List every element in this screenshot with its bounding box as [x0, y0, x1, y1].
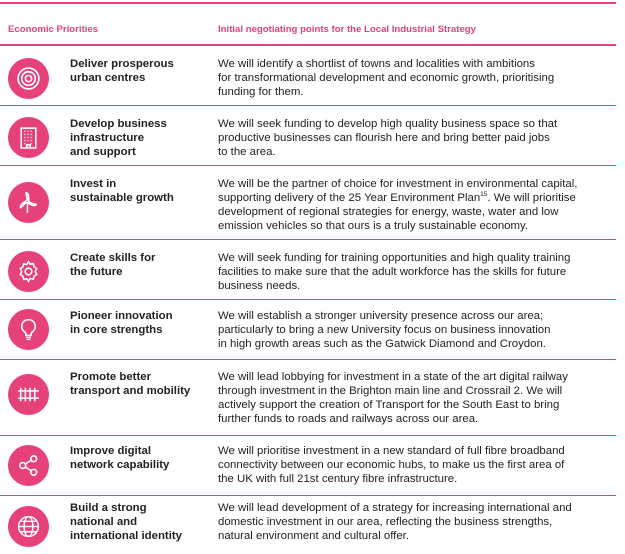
row-divider — [0, 299, 616, 300]
globe-icon — [8, 506, 49, 547]
negotiating-point-line: We will lead lobbying for investment in … — [218, 371, 568, 383]
wind-turbine-icon — [8, 182, 49, 223]
line-text: supporting delivery of the 25 Year Envir… — [218, 192, 481, 204]
negotiating-point-line: We will seek funding for training opport… — [218, 252, 571, 264]
negotiating-point: We will lead lobbying for investment in … — [218, 370, 613, 426]
priority-title-line: Improve digital — [70, 445, 152, 457]
priority-title-line: Create skills for — [70, 252, 156, 264]
priority-title-line: Build a strong — [70, 502, 147, 514]
priority-title-line: international identity — [70, 530, 183, 542]
negotiating-point-line: productive businesses can flourish here … — [218, 132, 550, 144]
row-divider — [0, 239, 616, 240]
priority-title-line: transport and mobility — [70, 385, 191, 397]
negotiating-point-line: to the area. — [218, 146, 276, 158]
negotiating-point-line: particularly to bring a new University f… — [218, 324, 551, 336]
priority-title: Build a strong national and international … — [70, 501, 210, 543]
negotiating-point: We will seek funding to develop high qua… — [218, 117, 613, 159]
priority-title-line: Pioneer innovation — [70, 310, 173, 322]
negotiating-point-line: We will prioritise investment in a new s… — [218, 445, 565, 457]
priority-title-line: Deliver prosperous — [70, 58, 174, 70]
priority-title-line: Invest in — [70, 178, 117, 190]
negotiating-point-line: further funds to roads and railways acro… — [218, 413, 479, 425]
row-divider — [0, 105, 616, 106]
priority-title-line: national and — [70, 516, 138, 528]
negotiating-point-line: for transformational development and eco… — [218, 72, 555, 84]
negotiating-point-line: We will establish a stronger university … — [218, 310, 544, 322]
priority-title: Deliver prosperous urban centres — [70, 57, 210, 85]
priority-row: Develop business infrastructure and suppor… — [0, 106, 616, 166]
header-economic-priorities: Economic Priorities — [8, 24, 99, 35]
target-icon — [8, 58, 49, 99]
negotiating-point: We will lead development of a strategy f… — [218, 501, 613, 543]
footnote-marker: 15 — [480, 191, 488, 199]
priority-row: Create skills for the future We will seek … — [0, 240, 616, 300]
negotiating-point-line: in high growth areas such as the Gatwick… — [218, 338, 546, 350]
negotiating-point-line: actively support the creation of Transpo… — [218, 399, 560, 411]
negotiating-point: We will prioritise investment in a new s… — [218, 444, 613, 486]
railway-track-icon — [8, 374, 49, 415]
row-divider — [0, 435, 616, 436]
negotiating-point-line: We will seek funding to develop high qua… — [218, 118, 558, 130]
negotiating-point-line: We will be the partner of choice for inv… — [218, 178, 578, 190]
priority-row: Build a strong national and international … — [0, 496, 616, 554]
negotiating-point: We will establish a stronger university … — [218, 309, 613, 351]
negotiating-point-line: business needs. — [218, 280, 301, 292]
negotiating-point-line: We will identify a shortlist of towns an… — [218, 58, 535, 70]
priority-title-line: network capability — [70, 459, 170, 471]
priority-title-line: sustainable growth — [70, 192, 174, 204]
priority-title-line: in core strengths — [70, 324, 163, 336]
priority-title: Develop business infrastructure and suppor… — [70, 117, 210, 159]
priority-title-line: urban centres — [70, 72, 146, 84]
row-divider — [0, 165, 616, 166]
priority-row: Promote better transport and mobility We w… — [0, 360, 616, 436]
row-divider — [0, 495, 616, 496]
negotiating-point-line: connectivity between our economic hubs, … — [218, 459, 565, 471]
network-share-icon — [8, 445, 49, 486]
negotiating-point-line: development of regional strategies for e… — [218, 206, 559, 218]
negotiating-point-line: supporting delivery of the 25 Year Envir… — [218, 191, 613, 205]
negotiating-point-line: through investment in the Brighton main … — [218, 385, 563, 397]
lightbulb-icon — [8, 309, 49, 350]
negotiating-point-line: the UK with full 21st century fibre infr… — [218, 473, 458, 485]
cog-icon — [8, 251, 49, 292]
priority-row: Deliver prosperous urban centres We will i… — [0, 46, 616, 106]
office-building-icon — [8, 117, 49, 158]
priority-row: Improve digital network capability We will… — [0, 436, 616, 496]
priority-title-line: Promote better — [70, 371, 152, 383]
negotiating-point: We will be the partner of choice for inv… — [218, 177, 613, 233]
priority-title: Improve digital network capability — [70, 444, 210, 472]
priority-title: Invest in sustainable growth — [70, 177, 210, 205]
priority-row: Pioneer innovation in core strengths We wi… — [0, 300, 616, 360]
row-divider — [0, 359, 616, 360]
priority-title: Create skills for the future — [70, 251, 210, 279]
negotiating-point-line: We will lead development of a strategy f… — [218, 502, 572, 514]
priority-title-line: the future — [70, 266, 123, 278]
priority-title-line: Develop business — [70, 118, 167, 130]
negotiating-point: We will seek funding for training opport… — [218, 251, 613, 293]
negotiating-point-line: facilities to make sure that the adult w… — [218, 266, 567, 278]
negotiating-point: We will identify a shortlist of towns an… — [218, 57, 613, 99]
priority-title: Pioneer innovation in core strengths — [70, 309, 210, 337]
negotiating-point-line: domestic investment in our area, reflect… — [218, 516, 553, 528]
negotiating-point-line: funding for them. — [218, 86, 304, 98]
priority-title-line: and support — [70, 146, 136, 158]
header-divider — [0, 44, 616, 46]
top-divider — [0, 2, 616, 4]
line-text: . We will prioritise — [487, 192, 576, 204]
priority-row: Invest in sustainable growth We will be th… — [0, 166, 616, 240]
priority-title: Promote better transport and mobility — [70, 370, 210, 398]
header-negotiating-points: Initial negotiating points for the Local… — [218, 24, 476, 35]
negotiating-point-line: natural environment and cultural offer. — [218, 530, 410, 542]
negotiating-point-line: emission vehicles so that ours is a trul… — [218, 220, 529, 232]
priority-title-line: infrastructure — [70, 132, 145, 144]
